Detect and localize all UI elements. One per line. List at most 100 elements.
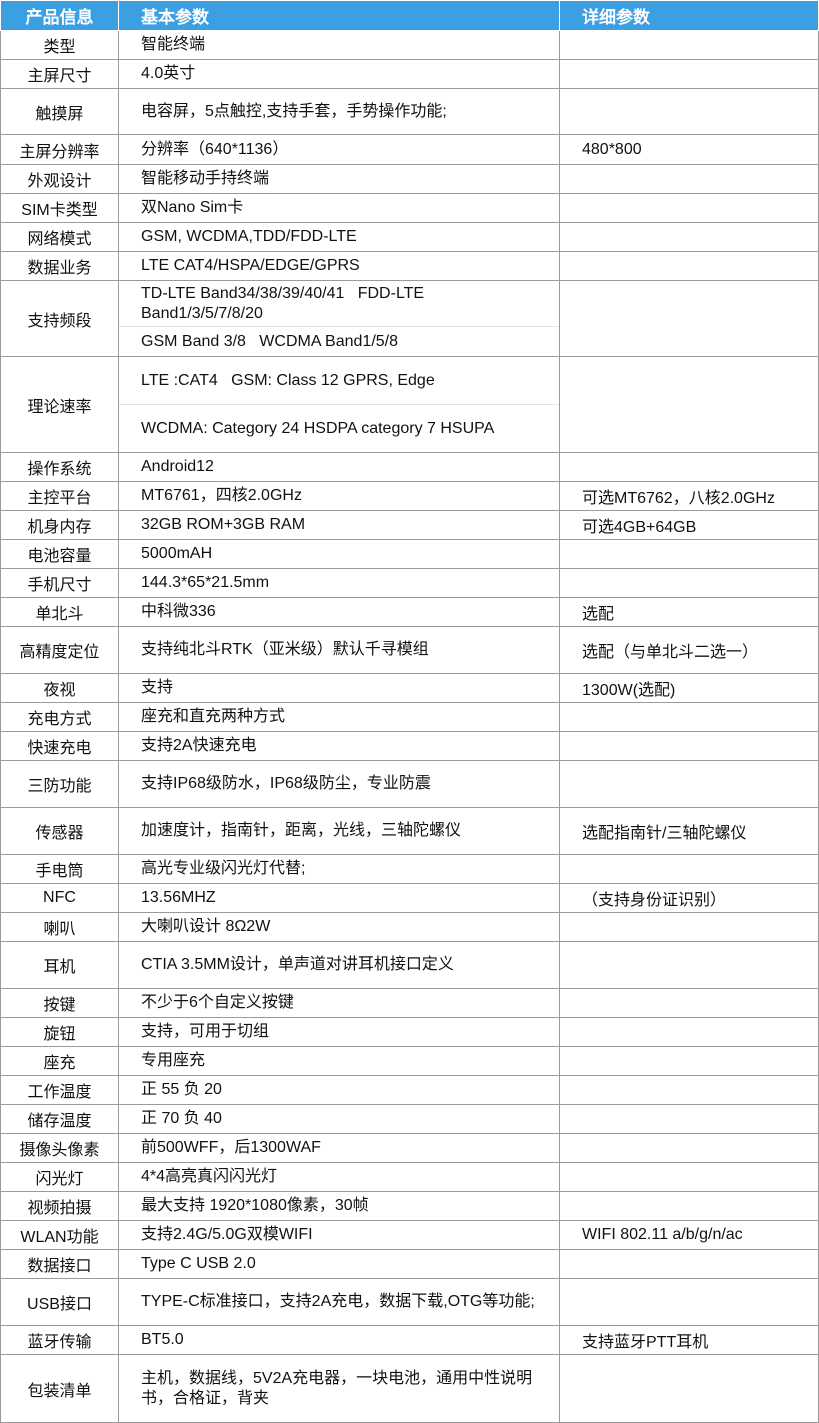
row-label: 数据接口: [0, 1249, 119, 1279]
basic-cell: 智能移动手持终端: [118, 164, 560, 194]
table-row: 摄像头像素 前500WFF，后1300WAF: [0, 1133, 819, 1163]
basic-cell: 不少于6个自定义按键: [118, 988, 560, 1018]
table-row: 机身内存 32GB ROM+3GB RAM 可选4GB+64GB: [0, 510, 819, 540]
basic-cell: 支持纯北斗RTK（亚米级）默认千寻模组: [118, 626, 560, 674]
header-cell: 产品信息: [0, 0, 119, 31]
table-row: 快速充电 支持2A快速充电: [0, 731, 819, 761]
table-row: 闪光灯 4*4高亮真闪闪光灯: [0, 1162, 819, 1192]
basic-cell: 13.56MHZ: [118, 883, 560, 913]
row-label: WLAN功能: [0, 1220, 119, 1250]
detail-cell: 1300W(选配): [559, 673, 819, 703]
basic-cell: 正 55 负 20: [118, 1075, 560, 1105]
row-label: 储存温度: [0, 1104, 119, 1134]
detail-cell: [559, 164, 819, 194]
row-label: 网络模式: [0, 222, 119, 252]
basic-cell: 支持，可用于切组: [118, 1017, 560, 1047]
row-label: 主屏分辨率: [0, 134, 119, 165]
table-row: 主屏分辨率 分辨率（640*1136） 480*800: [0, 134, 819, 165]
row-label: 理论速率: [0, 356, 119, 453]
detail-cell: 选配指南针/三轴陀螺仪: [559, 807, 819, 855]
table-row: SIM卡类型 双Nano Sim卡: [0, 193, 819, 223]
basic-cell: 支持IP68级防水，IP68级防尘，专业防震: [118, 760, 560, 808]
header-cell: 基本参数: [118, 0, 560, 31]
detail-cell: [559, 30, 819, 60]
detail-cell: [559, 988, 819, 1018]
table-row: 触摸屏 电容屏，5点触控,支持手套，手势操作功能;: [0, 88, 819, 135]
basic-cell: 前500WFF，后1300WAF: [118, 1133, 560, 1163]
detail-cell: [559, 568, 819, 598]
table-row: 数据接口 Type C USB 2.0: [0, 1249, 819, 1279]
row-label: 包装清单: [0, 1354, 119, 1423]
detail-cell: [559, 193, 819, 223]
basic-cell: TYPE-C标准接口，支持2A充电，数据下载,OTG等功能;: [118, 1278, 560, 1326]
basic-cell: TD-LTE Band34/38/39/40/41 FDD-LTE Band1/…: [118, 280, 560, 357]
row-label: 传感器: [0, 807, 119, 855]
row-label: 机身内存: [0, 510, 119, 540]
basic-cell: LTE :CAT4 GSM: Class 12 GPRS, Edge WCDMA:…: [118, 356, 560, 453]
detail-cell: [559, 1104, 819, 1134]
basic-cell: 加速度计，指南针，距离，光线，三轴陀螺仪: [118, 807, 560, 855]
table-row: 座充 专用座充: [0, 1046, 819, 1076]
row-label: 类型: [0, 30, 119, 60]
detail-cell: [559, 59, 819, 89]
table-row: NFC 13.56MHZ （支持身份证识别）: [0, 883, 819, 913]
table-row: 外观设计 智能移动手持终端: [0, 164, 819, 194]
table-row: 手机尺寸 144.3*65*21.5mm: [0, 568, 819, 598]
detail-cell: 支持蓝牙PTT耳机: [559, 1325, 819, 1355]
table-row: 单北斗 中科微336 选配: [0, 597, 819, 627]
basic-cell: 32GB ROM+3GB RAM: [118, 510, 560, 540]
basic-cell: 中科微336: [118, 597, 560, 627]
row-label: 单北斗: [0, 597, 119, 627]
table-row: 网络模式 GSM, WCDMA,TDD/FDD-LTE: [0, 222, 819, 252]
table-row: 手电筒 高光专业级闪光灯代替;: [0, 854, 819, 884]
row-label: 触摸屏: [0, 88, 119, 135]
basic-cell: Android12: [118, 452, 560, 482]
detail-cell: [559, 222, 819, 252]
row-label: 按键: [0, 988, 119, 1018]
table-row: 支持频段 TD-LTE Band34/38/39/40/41 FDD-LTE Ba…: [0, 280, 819, 357]
basic-subcell: WCDMA: Category 24 HSDPA category 7 HSUP…: [119, 404, 559, 452]
table-row: 类型 智能终端: [0, 30, 819, 60]
detail-cell: [559, 1162, 819, 1192]
detail-cell: [559, 1133, 819, 1163]
table-row: 高精度定位 支持纯北斗RTK（亚米级）默认千寻模组 选配（与单北斗二选一）: [0, 626, 819, 674]
row-label: 手电筒: [0, 854, 119, 884]
row-label: 耳机: [0, 941, 119, 989]
detail-cell: [559, 912, 819, 942]
basic-cell: BT5.0: [118, 1325, 560, 1355]
row-label: 支持频段: [0, 280, 119, 357]
row-label: 高精度定位: [0, 626, 119, 674]
basic-cell: LTE CAT4/HSPA/EDGE/GPRS: [118, 251, 560, 281]
row-label: 外观设计: [0, 164, 119, 194]
basic-cell: 高光专业级闪光灯代替;: [118, 854, 560, 884]
detail-cell: [559, 702, 819, 732]
basic-cell: GSM, WCDMA,TDD/FDD-LTE: [118, 222, 560, 252]
table-row: 储存温度正 70 负 40: [0, 1104, 819, 1134]
table-row: 电池容量 5000mAH: [0, 539, 819, 569]
detail-cell: 选配（与单北斗二选一）: [559, 626, 819, 674]
row-label: 快速充电: [0, 731, 119, 761]
table-row: 喇叭 大喇叭设计 8Ω2W: [0, 912, 819, 942]
basic-cell: 分辨率（640*1136）: [118, 134, 560, 165]
table-row: 传感器 加速度计，指南针，距离，光线，三轴陀螺仪 选配指南针/三轴陀螺仪: [0, 807, 819, 855]
basic-cell: 144.3*65*21.5mm: [118, 568, 560, 598]
detail-cell: 选配: [559, 597, 819, 627]
row-label: 夜视: [0, 673, 119, 703]
table-row: WLAN功能 支持2.4G/5.0G双模WIFI WIFI 802.11 a/b/g…: [0, 1220, 819, 1250]
detail-cell: [559, 1191, 819, 1221]
table-row: 耳机 CTIA 3.5MM设计，单声道对讲耳机接口定义: [0, 941, 819, 989]
row-label: 摄像头像素: [0, 1133, 119, 1163]
detail-cell: [559, 854, 819, 884]
row-label: 视频拍摄: [0, 1191, 119, 1221]
basic-cell: Type C USB 2.0: [118, 1249, 560, 1279]
row-label: 手机尺寸: [0, 568, 119, 598]
table-row: 工作温度正 55 负 20: [0, 1075, 819, 1105]
detail-cell: [559, 356, 819, 453]
detail-cell: 可选4GB+64GB: [559, 510, 819, 540]
detail-cell: [559, 1249, 819, 1279]
row-label: 工作温度: [0, 1075, 119, 1105]
detail-cell: （支持身份证识别）: [559, 883, 819, 913]
basic-subcell: LTE :CAT4 GSM: Class 12 GPRS, Edge: [141, 371, 435, 389]
row-label: NFC: [0, 883, 119, 913]
